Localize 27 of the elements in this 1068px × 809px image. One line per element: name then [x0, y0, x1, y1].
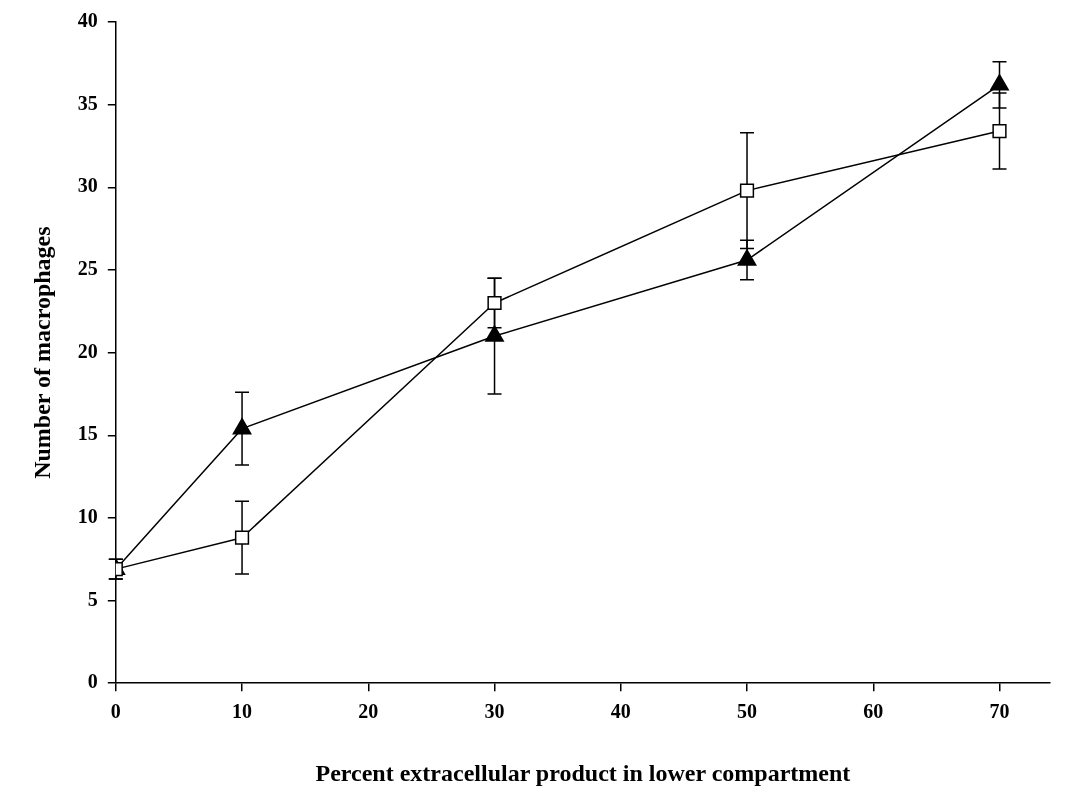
point: [737, 249, 757, 266]
y-tick-label: 40: [77, 9, 98, 32]
y-tick-label: 10: [77, 505, 98, 528]
point: [485, 325, 504, 342]
point: [487, 295, 502, 311]
x-tick-label: 30: [484, 700, 505, 723]
point: [992, 123, 1007, 139]
x-tick-label: 70: [989, 700, 1010, 723]
x-tick-label: 20: [358, 700, 379, 723]
x-tick-label: 60: [863, 700, 884, 723]
point: [739, 183, 755, 198]
y-tick-label: 20: [77, 339, 98, 362]
y-axis-title: Number of macrophages: [28, 226, 55, 479]
point: [234, 530, 250, 545]
y-tick-label: 35: [77, 91, 98, 114]
point: [990, 74, 1009, 91]
y-tick-label: 15: [77, 422, 98, 445]
x-tick-label: 10: [232, 700, 253, 723]
y-tick-label: 25: [77, 257, 98, 280]
x-tick-label: 40: [610, 700, 631, 723]
x-tick-label: 50: [737, 700, 758, 723]
x-tick-label: 0: [110, 700, 121, 723]
y-tick-label: 0: [87, 670, 98, 693]
y-tick-label: 30: [77, 174, 98, 197]
y-tick-label: 5: [87, 587, 98, 610]
x-axis-title: Percent extracellular product in lower compartment: [315, 759, 851, 786]
point: [232, 417, 252, 435]
